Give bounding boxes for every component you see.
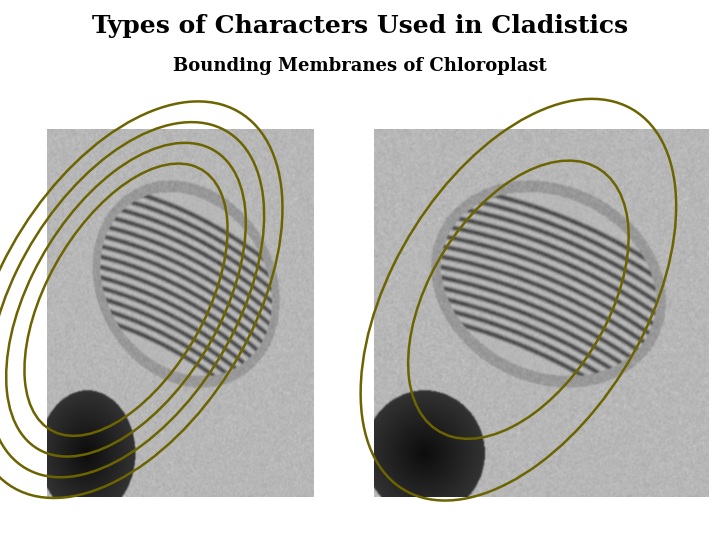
Text: Types of Characters Used in Cladistics: Types of Characters Used in Cladistics <box>92 14 628 37</box>
Text: Bounding Membranes of Chloroplast: Bounding Membranes of Chloroplast <box>173 57 547 75</box>
